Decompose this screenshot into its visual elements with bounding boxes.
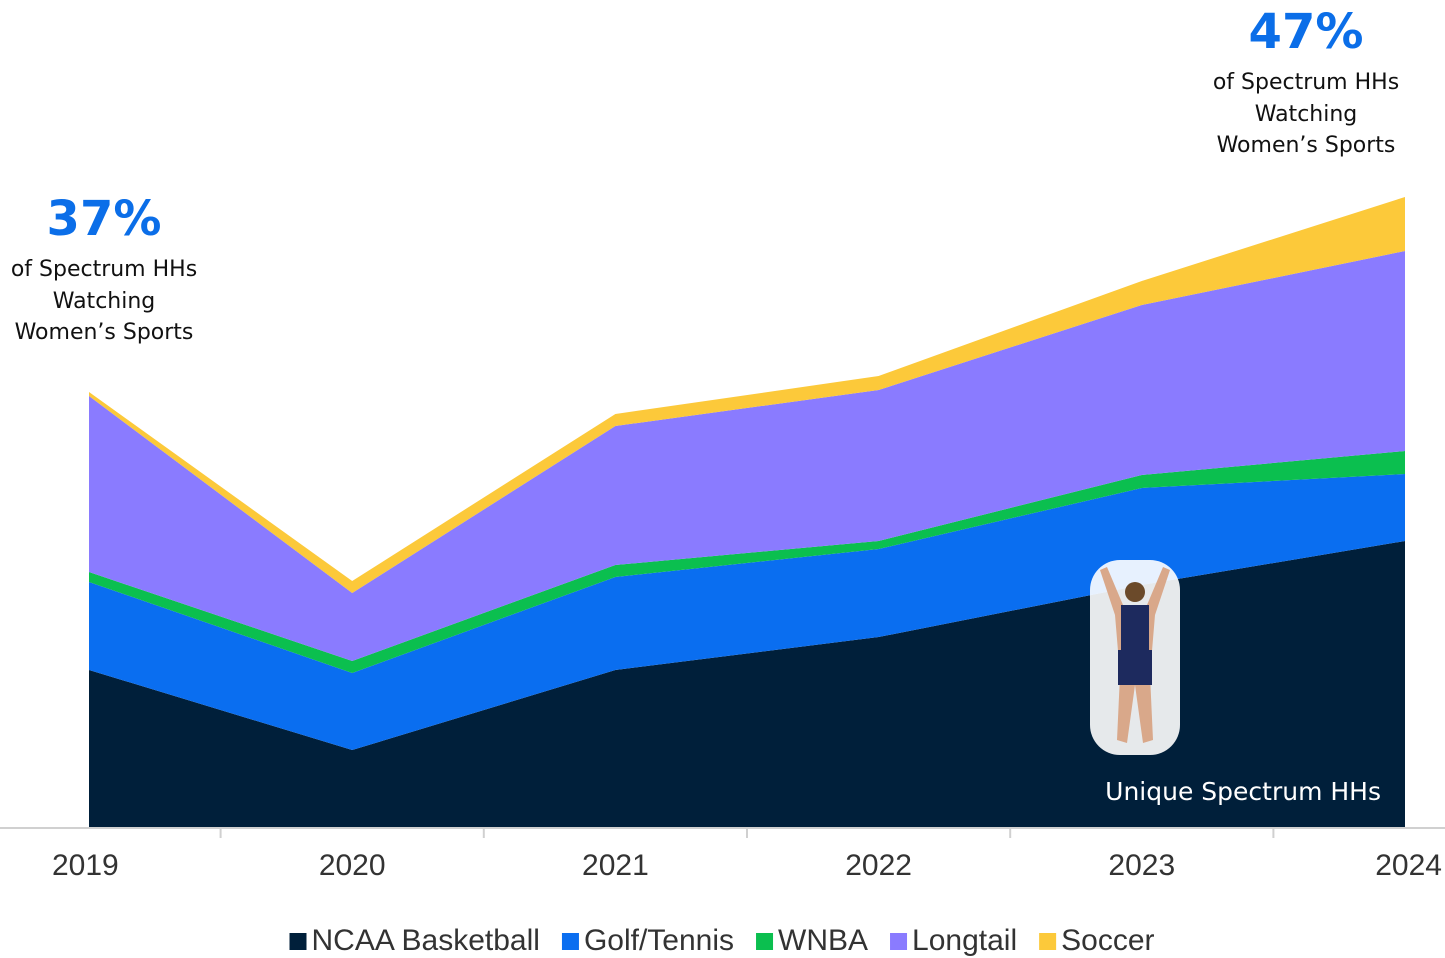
legend-label: Longtail: [912, 924, 1017, 957]
legend-label: Golf/Tennis: [584, 924, 734, 957]
x-tick-label: 2021: [582, 849, 649, 882]
annotation-big: 37%: [47, 191, 162, 247]
x-tick-label: 2020: [319, 849, 386, 882]
annotation-line: of Spectrum HHs: [11, 257, 197, 282]
annotation-line: Watching: [53, 289, 156, 314]
inner-label: Unique Spectrum HHs: [1105, 777, 1381, 806]
legend-swatch: [756, 933, 773, 950]
chart: Unique Spectrum HHs 37% of Spectrum HHs …: [0, 0, 1445, 958]
areas: [89, 197, 1405, 828]
legend-swatch: [1039, 933, 1056, 950]
x-tick-label: 2024: [1375, 849, 1442, 882]
player-figure: [1090, 560, 1180, 755]
x-tick-label: 2019: [52, 849, 119, 882]
legend-label: NCAA Basketball: [312, 924, 540, 957]
annotation-big: 47%: [1249, 4, 1364, 60]
annotation-line: Watching: [1255, 102, 1358, 127]
x-tick-label: 2022: [845, 849, 912, 882]
annotation-line: of Spectrum HHs: [1213, 70, 1399, 95]
legend-swatch: [562, 933, 579, 950]
annotation-line: Women’s Sports: [1217, 133, 1396, 158]
legend-label: Soccer: [1061, 924, 1154, 957]
annotation-line: Women’s Sports: [15, 320, 194, 345]
legend-swatch: [290, 933, 307, 950]
x-tick-label: 2023: [1108, 849, 1175, 882]
legend-label: WNBA: [778, 924, 868, 957]
legend-swatch: [890, 933, 907, 950]
